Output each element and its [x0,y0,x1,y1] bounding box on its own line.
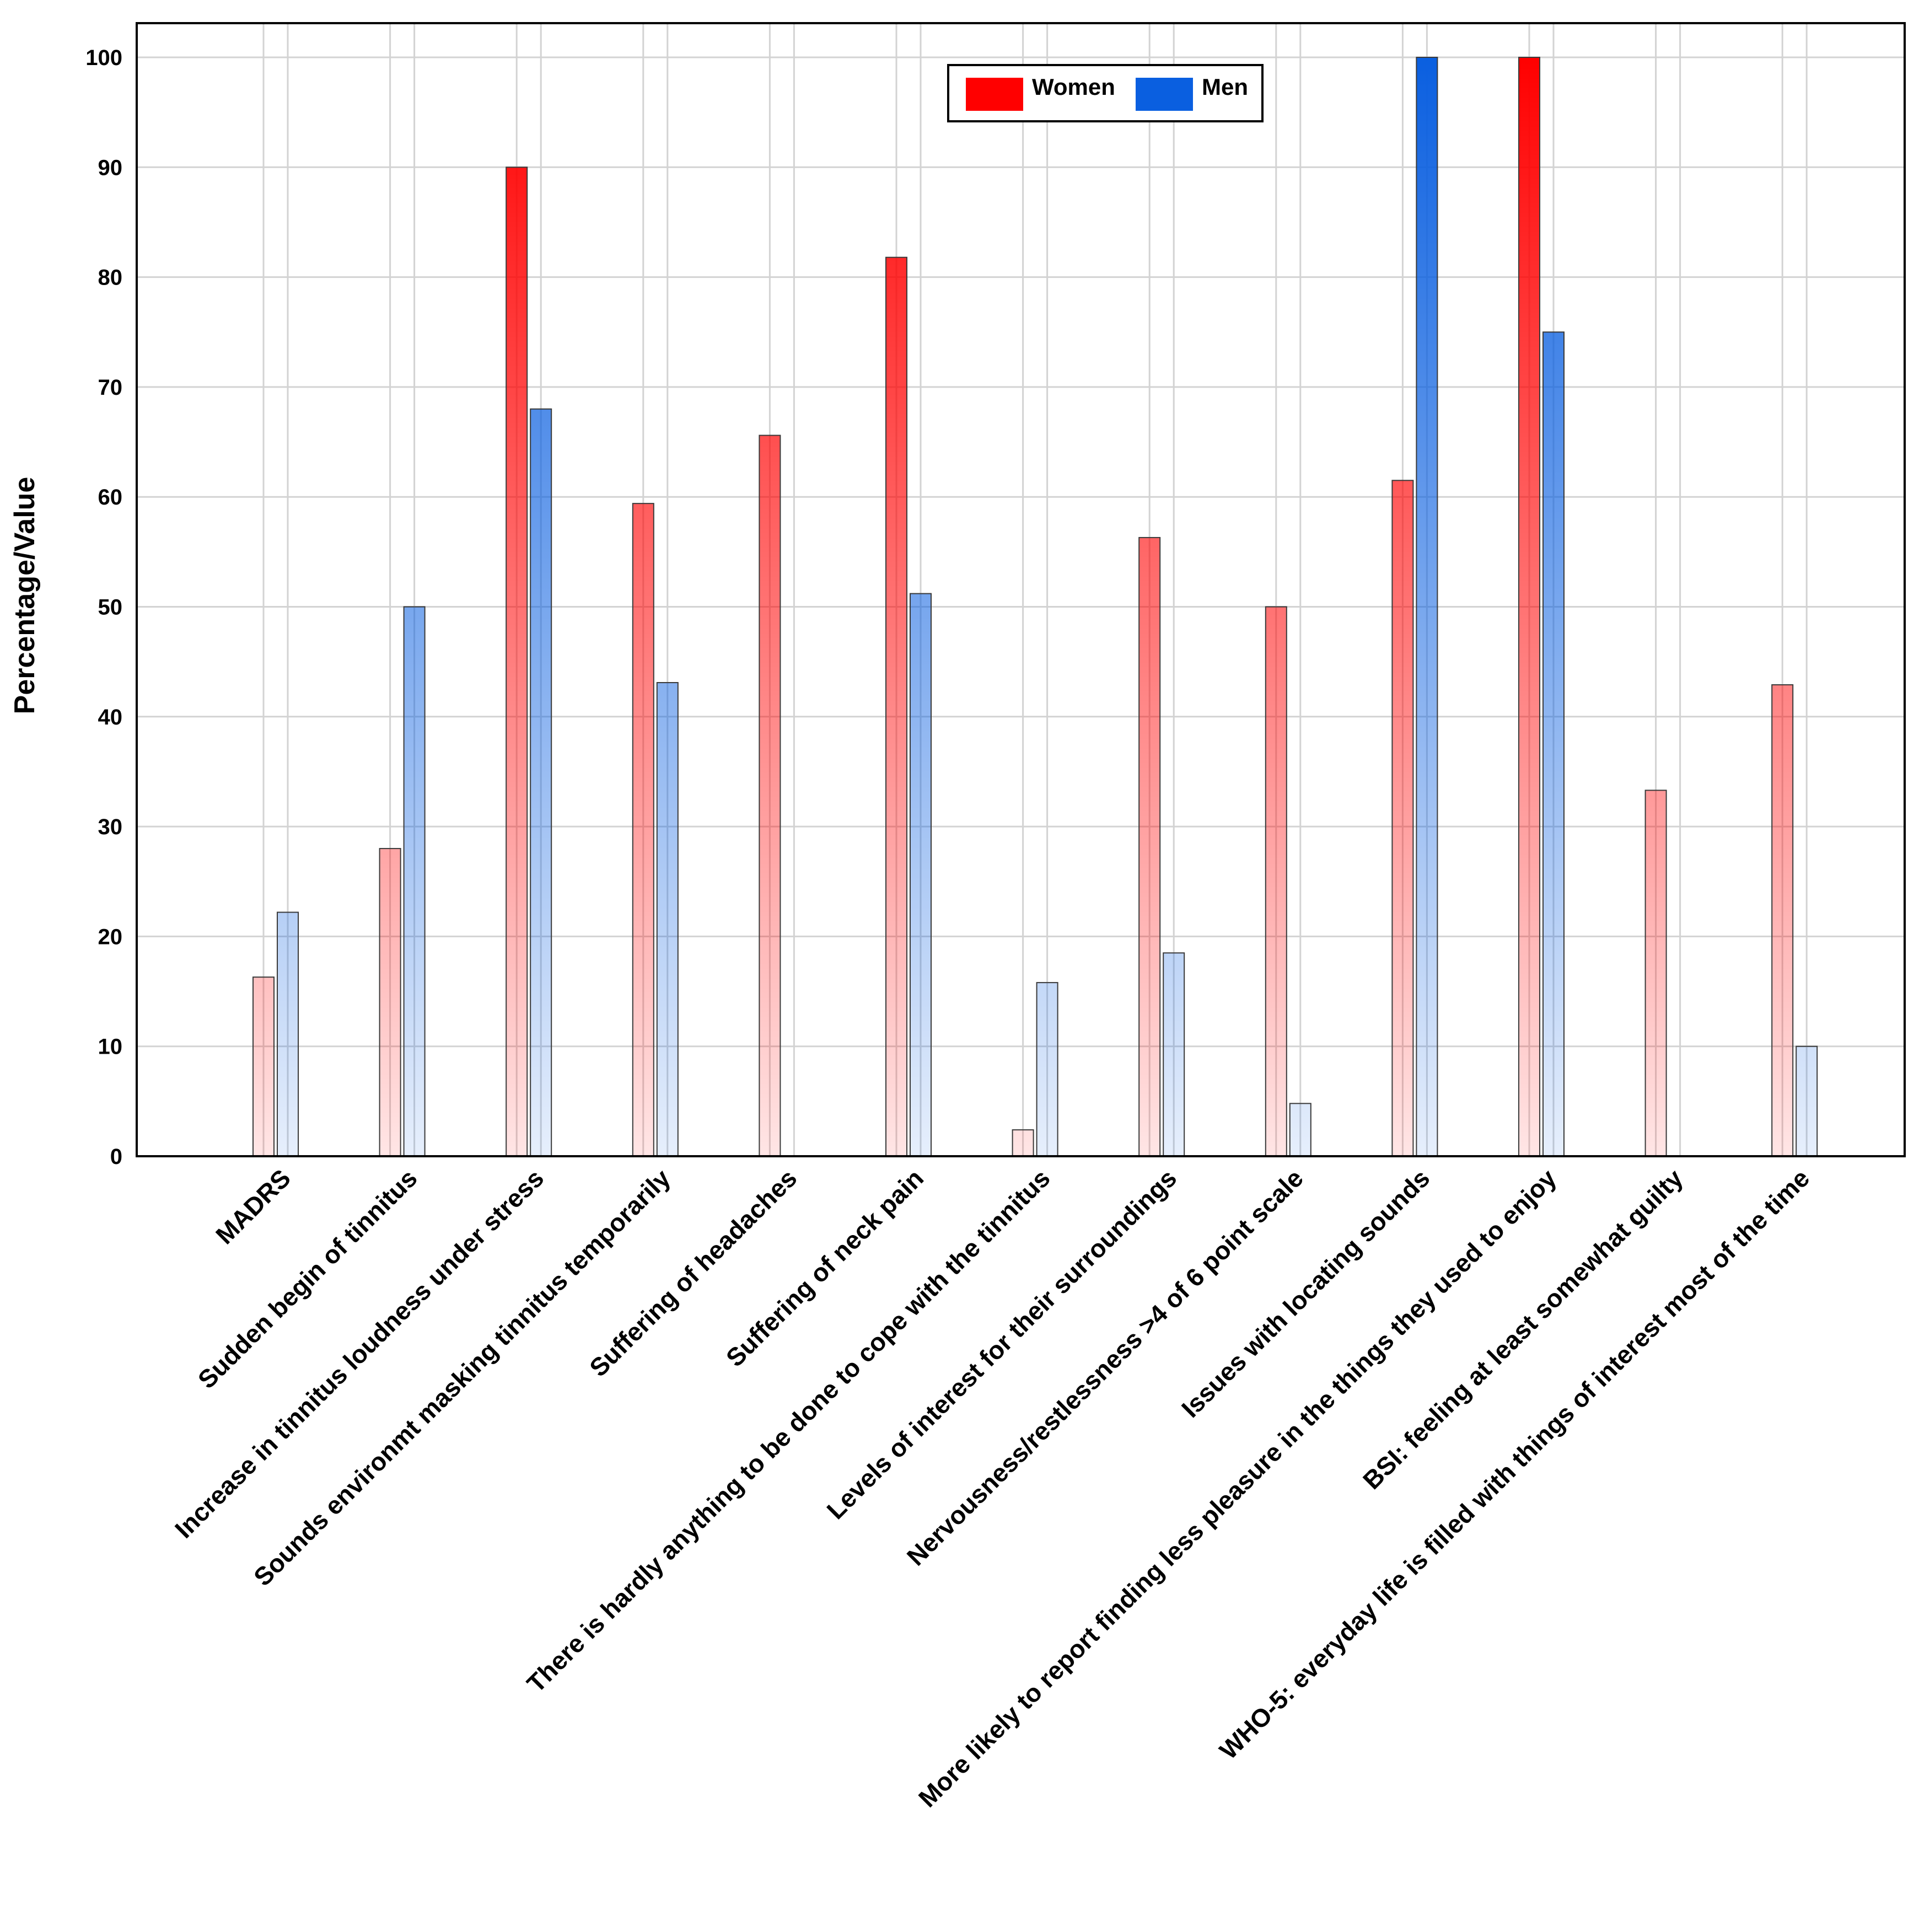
y-tick-label: 60 [98,485,123,509]
x-category-label: Sounds environmt masking tinnitus tempor… [248,1163,676,1591]
bars [252,57,1818,1157]
bar-women-9 [1391,480,1414,1157]
bar-women-2 [506,167,528,1157]
y-tick-label: 100 [85,46,122,70]
bar-women-7 [1138,536,1161,1157]
bar-women-0 [252,976,275,1157]
y-tick-label: 20 [98,925,123,949]
bar-men-0 [277,911,299,1157]
bar-men-2 [530,408,552,1157]
y-tick-label: 40 [98,705,123,729]
bar-men-9 [1416,57,1438,1157]
x-category-label: MADRS [210,1163,296,1249]
y-tick-label: 30 [98,815,123,839]
bar-women-6 [1012,1129,1034,1157]
y-tick-label: 90 [98,155,123,180]
bar-women-11 [1644,790,1667,1157]
bar-men-5 [910,593,932,1157]
grid-lines [137,23,1905,1156]
legend-label-men: Men [1202,74,1248,100]
bar-men-6 [1036,982,1058,1157]
bar-women-3 [632,503,654,1157]
axes [136,22,1906,1157]
legend: Women Men [947,64,1264,122]
bar-women-10 [1518,57,1540,1157]
y-tick-label: 80 [98,266,123,290]
x-category-label: More likely to report finding less pleas… [913,1163,1562,1813]
y-tick-label: 70 [98,375,123,400]
bar-men-3 [656,682,679,1157]
bar-women-12 [1771,684,1794,1157]
y-axis-title: Percentage/Value [9,477,41,715]
bar-men-1 [403,606,426,1157]
y-tick-label: 10 [98,1035,123,1059]
x-category-label: Suffering of headaches [584,1163,802,1382]
bar-men-10 [1542,331,1565,1157]
x-category-label: Sudden begin of tinnitus [192,1163,423,1394]
bar-women-5 [885,256,907,1157]
y-tick-label: 0 [110,1145,122,1169]
bar-women-1 [379,847,401,1157]
x-category-label: WHO-5: everyday life is filled with thin… [1214,1163,1815,1764]
bar-men-7 [1163,952,1185,1157]
bar-men-8 [1289,1103,1311,1157]
y-tick-labels: 0 10 20 30 40 50 60 70 80 90 100 [85,46,122,1169]
y-tick-label: 50 [98,595,123,620]
legend-label-women: Women [1032,74,1115,100]
legend-swatch-women [966,78,1023,111]
x-category-label: Issues with locating sounds [1176,1163,1436,1423]
plot-frame [136,22,1906,1157]
bar-men-12 [1796,1045,1818,1157]
bar-women-4 [759,434,781,1157]
legend-swatch-men [1136,78,1193,111]
bar-women-8 [1265,606,1287,1157]
